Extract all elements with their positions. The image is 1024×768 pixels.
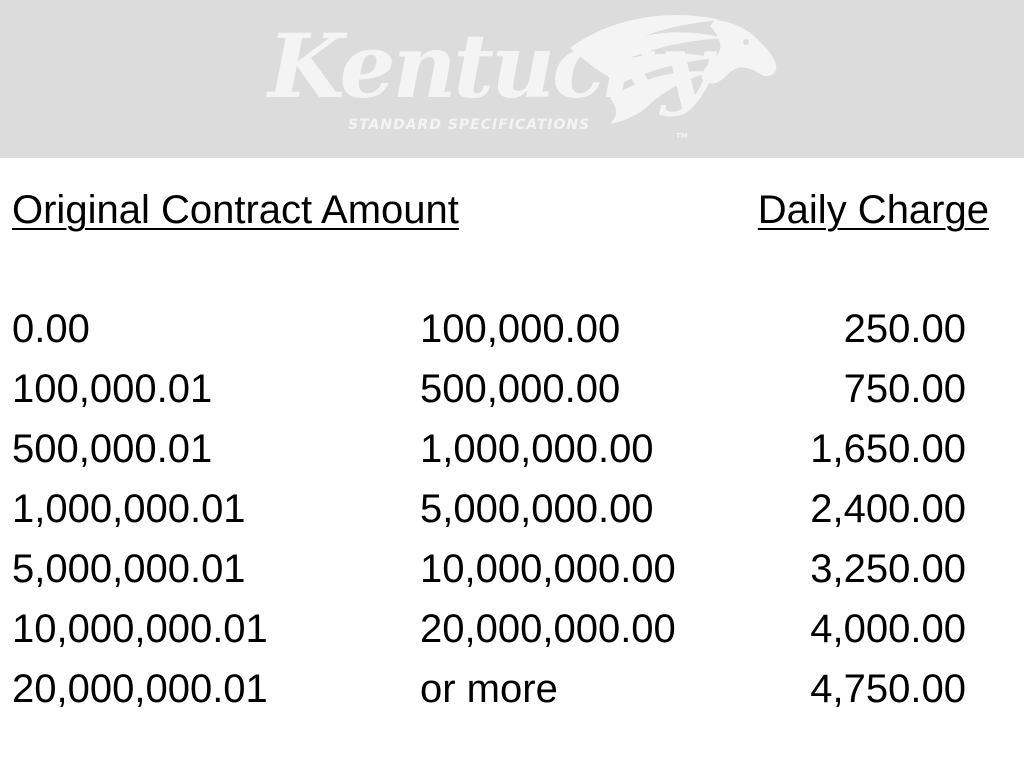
logo-wordmark: Kentucky	[268, 14, 712, 118]
logo-trademark: TM	[676, 132, 688, 140]
daily-charge: 750.00	[843, 367, 966, 411]
kentucky-logo: Kentucky STANDARD SPECIFICATIONS TM	[260, 8, 780, 148]
horse-head-icon	[570, 15, 777, 124]
liquidated-damages-table: Original Contract Amount Daily Charge 0.…	[0, 158, 1024, 768]
amount-to: 100,000.00	[420, 307, 621, 351]
header-original-contract-amount: Original Contract Amount	[12, 188, 459, 232]
amount-from: 20,000,000.01	[12, 667, 268, 711]
daily-charge: 4,750.00	[810, 667, 966, 711]
daily-charge: 4,000.00	[810, 607, 966, 651]
amount-from: 0.00	[12, 307, 90, 351]
amount-to: 5,000,000.00	[420, 487, 654, 531]
daily-charge: 3,250.00	[810, 547, 966, 591]
table-row: 0.00 100,000.00 250.00	[0, 309, 1024, 349]
amount-to: 500,000.00	[420, 367, 621, 411]
daily-charge: 1,650.00	[810, 427, 966, 471]
table-row: 500,000.01 1,000,000.00 1,650.00	[0, 429, 1024, 469]
table-row: 10,000,000.01 20,000,000.00 4,000.00	[0, 609, 1024, 649]
amount-from: 500,000.01	[12, 427, 213, 471]
amount-from: 10,000,000.01	[12, 607, 268, 651]
table-row: 20,000,000.01 or more 4,750.00	[0, 669, 1024, 709]
amount-to: or more	[420, 667, 558, 711]
amount-to: 10,000,000.00	[420, 547, 676, 591]
table-row: 1,000,000.01 5,000,000.00 2,400.00	[0, 489, 1024, 529]
header-banner: Kentucky STANDARD SPECIFICATIONS TM	[0, 0, 1024, 158]
amount-to: 1,000,000.00	[420, 427, 654, 471]
amount-from: 5,000,000.01	[12, 547, 246, 591]
daily-charge: 250.00	[843, 307, 966, 351]
logo-subtitle: STANDARD SPECIFICATIONS	[348, 117, 591, 133]
header-daily-charge: Daily Charge	[757, 188, 989, 232]
daily-charge: 2,400.00	[810, 487, 966, 531]
table-row: 100,000.01 500,000.00 750.00	[0, 369, 1024, 409]
amount-from: 100,000.01	[12, 367, 213, 411]
amount-from: 1,000,000.01	[12, 487, 246, 531]
amount-to: 20,000,000.00	[420, 607, 676, 651]
table-row: 5,000,000.01 10,000,000.00 3,250.00	[0, 549, 1024, 589]
